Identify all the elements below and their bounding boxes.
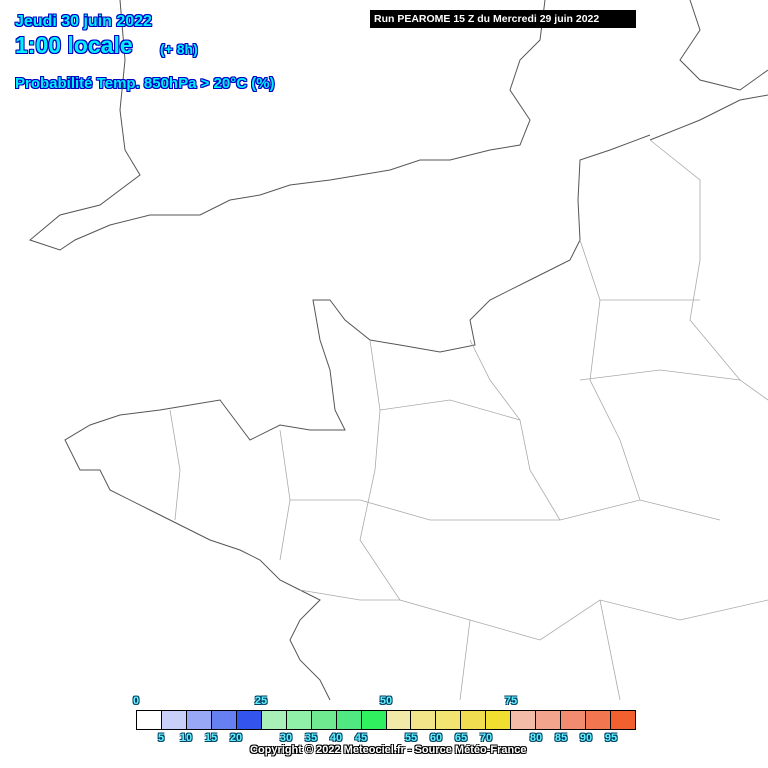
forecast-time: 1:00 locale	[15, 32, 133, 58]
legend-label-top: 25	[254, 695, 268, 707]
legend-swatch	[137, 711, 162, 729]
legend-swatch	[536, 711, 562, 729]
legend-label-bottom: 15	[204, 732, 218, 744]
legend-swatch	[186, 711, 212, 729]
copyright: Copyright © 2022 Meteociel.fr - Source M…	[250, 744, 527, 756]
legend-swatch	[311, 711, 337, 729]
legend-swatch	[511, 711, 537, 729]
legend-swatch	[436, 711, 462, 729]
legend-label-bottom: 70	[479, 732, 493, 744]
legend-label-bottom: 65	[454, 732, 468, 744]
legend-swatch	[611, 711, 636, 729]
legend-swatch	[461, 711, 487, 729]
legend-swatch	[336, 711, 362, 729]
benelux-coast	[649, 0, 768, 141]
france-north-coast	[64, 134, 651, 701]
legend-swatch	[486, 711, 512, 729]
legend-label-bottom: 60	[429, 732, 443, 744]
legend-label-bottom: 5	[157, 732, 165, 744]
legend-label-bottom: 85	[554, 732, 568, 744]
legend-swatch	[261, 711, 287, 729]
color-legend	[136, 710, 636, 730]
legend-swatch	[561, 711, 587, 729]
england-coast	[28, 0, 546, 251]
run-banner: Run PEAROME 15 Z du Mercredi 29 juin 202…	[370, 10, 636, 28]
legend-label-bottom: 40	[329, 732, 343, 744]
forecast-date: Jeudi 30 juin 2022	[15, 13, 152, 30]
legend-swatch	[286, 711, 312, 729]
legend-swatch	[361, 711, 387, 729]
legend-label-bottom: 10	[179, 732, 193, 744]
legend-swatch	[386, 711, 412, 729]
legend-swatch	[161, 711, 187, 729]
legend-label-top: 0	[132, 695, 140, 707]
parameter-title: Probabilité Temp. 850hPa > 20°C (%)	[15, 75, 275, 92]
legend-label-bottom: 45	[354, 732, 368, 744]
legend-label-bottom: 30	[279, 732, 293, 744]
legend-label-bottom: 95	[604, 732, 618, 744]
region-borders	[169, 139, 768, 701]
legend-label-bottom: 90	[579, 732, 593, 744]
legend-swatch	[586, 711, 612, 729]
legend-label-top: 75	[504, 695, 518, 707]
legend-label-bottom: 35	[304, 732, 318, 744]
legend-swatch	[211, 711, 237, 729]
legend-swatch	[411, 711, 437, 729]
legend-label-bottom: 20	[229, 732, 243, 744]
legend-label-bottom: 80	[529, 732, 543, 744]
legend-label-bottom: 55	[404, 732, 418, 744]
lead-time: (+ 8h)	[160, 41, 198, 57]
legend-swatch	[236, 711, 262, 729]
legend-label-top: 50	[379, 695, 393, 707]
